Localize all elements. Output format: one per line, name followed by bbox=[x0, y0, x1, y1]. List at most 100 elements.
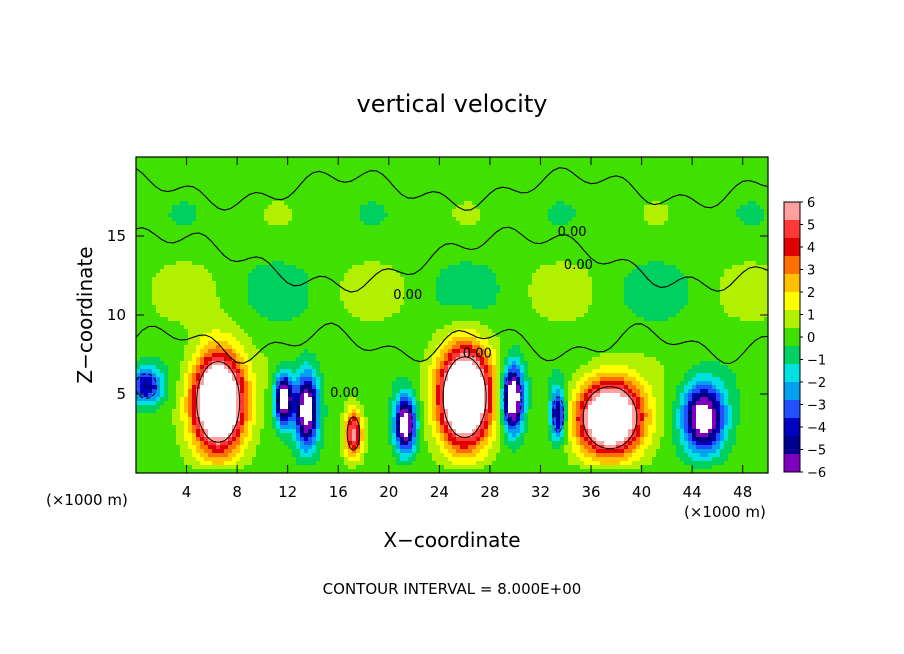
heat-cell bbox=[440, 225, 445, 230]
heat-cell bbox=[592, 269, 597, 274]
heat-cell bbox=[336, 173, 341, 178]
heat-cell bbox=[420, 237, 425, 242]
heat-cell bbox=[500, 261, 505, 266]
heat-cell bbox=[756, 269, 761, 274]
heat-cell bbox=[256, 245, 261, 250]
heat-cell bbox=[712, 165, 717, 170]
heat-cell bbox=[572, 277, 577, 282]
heat-cell bbox=[524, 269, 529, 274]
heat-cell bbox=[268, 281, 273, 286]
heat-cell bbox=[200, 205, 205, 210]
heat-cell bbox=[448, 173, 453, 178]
heat-cell bbox=[756, 245, 761, 250]
heat-cell bbox=[624, 169, 629, 174]
heat-cell bbox=[208, 241, 213, 246]
heat-cell bbox=[364, 181, 369, 186]
heat-cell bbox=[396, 165, 401, 170]
heat-cell bbox=[740, 265, 745, 270]
heat-cell bbox=[472, 225, 477, 230]
heat-cell bbox=[492, 237, 497, 242]
heat-cell bbox=[400, 201, 405, 206]
heat-cell bbox=[404, 265, 409, 270]
heat-cell bbox=[560, 185, 565, 190]
heat-cell bbox=[272, 185, 277, 190]
heat-cell bbox=[156, 253, 161, 258]
heat-cell bbox=[552, 229, 557, 234]
heat-cell bbox=[332, 173, 337, 178]
heat-cell bbox=[292, 161, 297, 166]
heat-cell bbox=[156, 233, 161, 238]
heat-cell bbox=[416, 249, 421, 254]
heat-cell bbox=[296, 249, 301, 254]
heat-cell bbox=[480, 217, 485, 222]
heat-cell bbox=[652, 209, 657, 214]
heat-cell bbox=[256, 249, 261, 254]
heat-cell bbox=[652, 165, 657, 170]
heat-cell bbox=[296, 273, 301, 278]
heat-cell bbox=[760, 269, 765, 274]
heat-cell bbox=[528, 261, 533, 266]
heat-cell bbox=[336, 169, 341, 174]
heat-cell bbox=[140, 185, 145, 190]
heat-cell bbox=[404, 241, 409, 246]
heat-cell bbox=[532, 197, 537, 202]
heat-cell bbox=[280, 181, 285, 186]
heat-cell bbox=[224, 201, 229, 206]
heat-cell bbox=[356, 253, 361, 258]
heat-cell bbox=[696, 241, 701, 246]
heat-cell bbox=[528, 181, 533, 186]
heat-cell bbox=[252, 197, 257, 202]
heat-cell bbox=[260, 209, 265, 214]
heat-cell bbox=[688, 189, 693, 194]
heat-cell bbox=[512, 261, 517, 266]
heat-cell bbox=[392, 249, 397, 254]
heat-cell bbox=[320, 241, 325, 246]
heat-cell bbox=[664, 193, 669, 198]
heat-cell bbox=[184, 221, 189, 226]
heat-cell bbox=[680, 157, 685, 162]
heat-cell bbox=[728, 181, 733, 186]
heat-cell bbox=[436, 225, 441, 230]
heat-cell bbox=[180, 217, 185, 222]
heat-cell bbox=[568, 221, 573, 226]
heat-cell bbox=[344, 233, 349, 238]
heat-cell bbox=[440, 245, 445, 250]
heat-cell bbox=[688, 181, 693, 186]
heat-cell bbox=[148, 185, 153, 190]
heat-cell bbox=[412, 201, 417, 206]
heat-cell bbox=[324, 273, 329, 278]
heat-cell bbox=[444, 173, 449, 178]
heat-cell bbox=[384, 165, 389, 170]
heat-cell bbox=[364, 157, 369, 162]
heat-cell bbox=[720, 197, 725, 202]
heat-cell bbox=[420, 249, 425, 254]
heat-cell bbox=[544, 205, 549, 210]
heat-cell bbox=[368, 189, 373, 194]
heat-cell bbox=[316, 277, 321, 282]
heat-cell bbox=[344, 277, 349, 282]
heat-cell bbox=[624, 229, 629, 234]
heat-cell bbox=[732, 261, 737, 266]
heat-cell bbox=[196, 253, 201, 258]
heat-cell bbox=[184, 173, 189, 178]
heat-cell bbox=[444, 257, 449, 262]
heat-cell bbox=[616, 173, 621, 178]
heat-cell bbox=[648, 277, 653, 282]
heat-cell bbox=[236, 225, 241, 230]
heat-cell bbox=[500, 229, 505, 234]
heat-cell bbox=[512, 193, 517, 198]
heat-cell bbox=[224, 217, 229, 222]
heat-cell bbox=[340, 209, 345, 214]
heat-cell bbox=[712, 169, 717, 174]
heat-cell bbox=[564, 157, 569, 162]
heat-cell bbox=[744, 273, 749, 278]
heat-cell bbox=[432, 229, 437, 234]
heat-cell bbox=[452, 273, 457, 278]
heat-cell bbox=[468, 253, 473, 258]
heat-cell bbox=[448, 193, 453, 198]
heat-cell bbox=[468, 269, 473, 274]
heat-cell bbox=[284, 265, 289, 270]
heat-cell bbox=[596, 209, 601, 214]
heat-cell bbox=[336, 257, 341, 262]
heat-cell bbox=[640, 161, 645, 166]
